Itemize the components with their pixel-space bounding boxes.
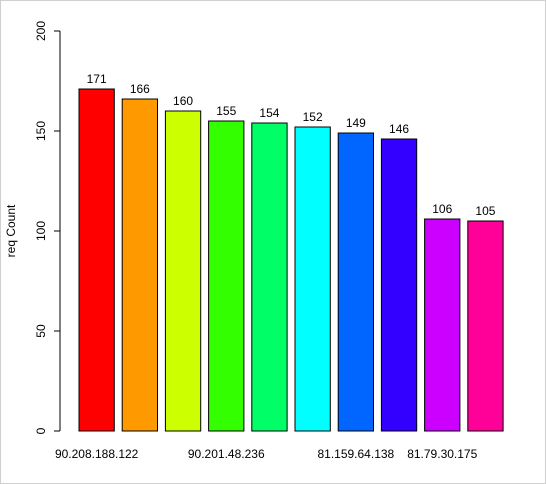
bar-value-label: 146 <box>389 122 409 136</box>
bar <box>251 122 288 432</box>
bar <box>121 98 158 432</box>
y-axis: 0 50 100 150 200 <box>34 21 61 434</box>
y-tick-label: 50 <box>34 324 48 338</box>
bar <box>78 88 115 432</box>
bar-value-label: 171 <box>87 72 107 86</box>
bar <box>294 126 331 432</box>
bar <box>208 120 245 432</box>
bar <box>467 220 504 432</box>
category-label: 90.208.188.122 <box>55 447 139 461</box>
bar-value-label: 155 <box>216 104 236 118</box>
category-label: 81.79.30.175 <box>407 447 477 461</box>
bar-value-label: 154 <box>259 106 279 120</box>
bar-value-label: 152 <box>303 110 323 124</box>
bar <box>164 110 202 432</box>
y-tick-label: 150 <box>34 121 48 141</box>
bar-value-label: 166 <box>130 82 150 96</box>
category-label: 81.159.64.138 <box>317 447 394 461</box>
bar <box>380 138 418 432</box>
y-tick-label: 100 <box>34 221 48 241</box>
bar-value-label: 106 <box>432 202 452 216</box>
bar-value-label: 149 <box>346 116 366 130</box>
bar <box>424 218 461 432</box>
value-labels: 171 166 160 155 154 152 149 146 106 105 <box>87 72 496 218</box>
y-tick-label: 0 <box>34 427 48 434</box>
y-tick-label: 200 <box>34 21 48 41</box>
category-label: 90.201.48.236 <box>188 447 265 461</box>
bars <box>78 88 504 432</box>
bar-value-label: 105 <box>475 204 495 218</box>
category-labels: 90.208.188.122 90.201.48.236 81.159.64.138… <box>55 447 478 461</box>
y-axis-label: req Count <box>4 204 18 257</box>
bar-value-label: 160 <box>173 94 193 108</box>
bar <box>337 132 375 432</box>
